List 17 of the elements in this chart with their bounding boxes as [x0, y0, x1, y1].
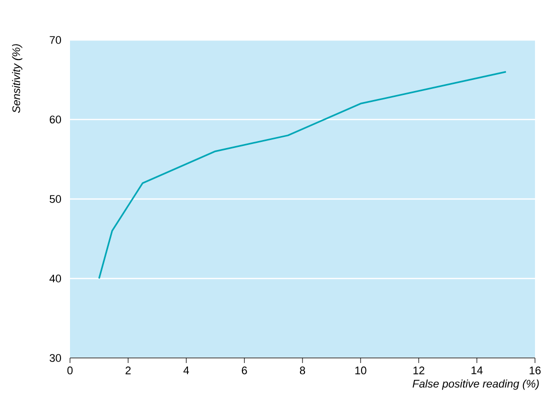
x-tick-label: 6	[242, 366, 247, 374]
x-tick-label: 14	[472, 366, 483, 374]
x-axis-title: False positive reading (%)	[412, 380, 539, 390]
x-tick-label: 2	[126, 366, 131, 374]
y-tick-label: 50	[50, 195, 62, 203]
x-tick-label: 4	[183, 366, 189, 374]
y-tick-label: 30	[50, 354, 62, 362]
line-series	[98, 70, 507, 280]
x-tick-label: 0	[67, 366, 73, 374]
y-tick-label: 70	[50, 36, 62, 44]
y-tick-label: 60	[50, 116, 62, 124]
x-tick-label: 12	[413, 366, 424, 374]
y-axis-title: Sensitivity (%)	[12, 44, 22, 113]
y-tick-label: 40	[49, 274, 62, 282]
x-tick-label: 16	[530, 366, 541, 374]
x-tick-label: 10	[355, 366, 366, 374]
x-tick-label: 8	[300, 366, 306, 374]
